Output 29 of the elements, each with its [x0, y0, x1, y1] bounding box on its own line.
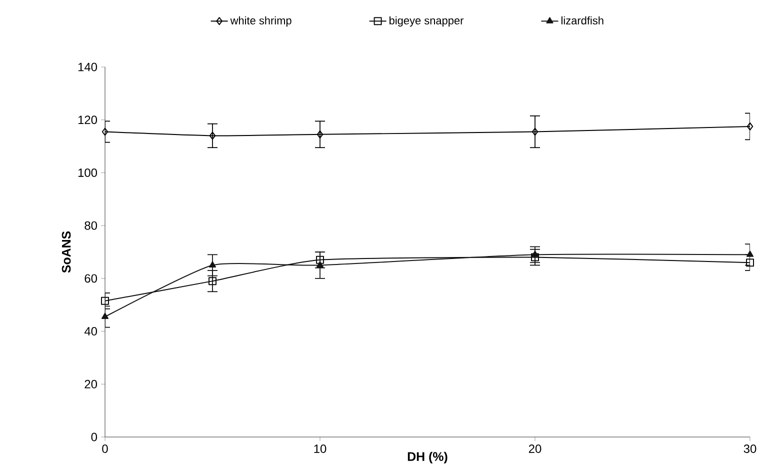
point	[101, 312, 109, 319]
y-axis-title: SoANS	[62, 231, 71, 273]
y-tick-label: 20	[84, 380, 98, 388]
point	[316, 130, 324, 138]
point	[209, 132, 216, 140]
legend-label: bigeye snapper	[390, 16, 464, 27]
point	[101, 296, 109, 305]
point	[746, 250, 754, 257]
y-tick-label: 0	[91, 432, 98, 442]
x-tick-label: 10	[314, 444, 326, 453]
x-tick-label: 0	[102, 444, 108, 453]
point	[208, 261, 216, 268]
point	[746, 258, 754, 267]
point	[208, 277, 216, 286]
y-tick-label: 100	[78, 168, 98, 177]
x-tick-label: 30	[744, 444, 756, 453]
y-tick-label: 120	[78, 116, 98, 124]
point	[532, 128, 538, 136]
x-tick-label: 20	[528, 444, 542, 453]
y-tick-label: 140	[78, 62, 98, 72]
legend-label: lizardfish	[561, 16, 604, 24]
point	[316, 256, 324, 264]
legend-label: white shrimp	[230, 16, 292, 27]
y-tick-label: 80	[84, 221, 98, 230]
y-tick-label: 40	[84, 327, 98, 336]
point	[746, 122, 754, 130]
point	[102, 128, 108, 136]
y-tick-label: 60	[84, 274, 98, 283]
x-axis-title: DH (%)	[408, 452, 448, 464]
